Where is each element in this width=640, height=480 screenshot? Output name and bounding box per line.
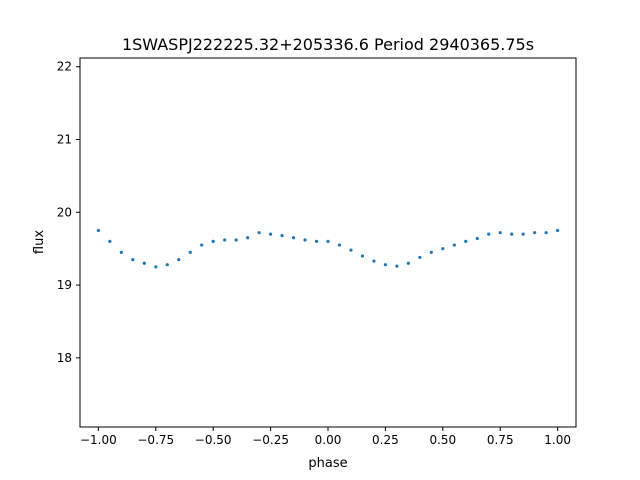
x-tick-label: 0.25 bbox=[372, 433, 399, 447]
data-point bbox=[165, 263, 169, 267]
data-point bbox=[533, 231, 537, 235]
data-point bbox=[119, 250, 123, 254]
data-point bbox=[314, 239, 319, 244]
data-points bbox=[96, 228, 560, 269]
data-point bbox=[280, 233, 284, 238]
data-point bbox=[395, 264, 399, 268]
y-tick-label: 19 bbox=[57, 278, 72, 292]
data-point bbox=[383, 263, 388, 267]
data-point bbox=[556, 228, 560, 233]
data-point bbox=[257, 231, 261, 235]
data-point bbox=[372, 259, 376, 263]
data-point bbox=[246, 236, 250, 240]
data-point bbox=[406, 261, 410, 265]
y-tick-label: 20 bbox=[57, 205, 72, 219]
x-tick-label: −1.00 bbox=[80, 433, 117, 447]
data-point bbox=[108, 239, 112, 244]
data-point bbox=[268, 232, 273, 236]
x-tick-label: −0.25 bbox=[252, 433, 289, 447]
data-point bbox=[441, 247, 445, 251]
x-tick-label: 0.00 bbox=[315, 433, 342, 447]
y-axis: 18 19 20 21 22 bbox=[57, 60, 80, 365]
chart-title: 1SWASPJ222225.32+205336.6 Period 2940365… bbox=[122, 35, 534, 54]
x-tick-label: 1.00 bbox=[544, 433, 571, 447]
data-point bbox=[326, 239, 330, 244]
data-point bbox=[464, 239, 468, 244]
data-point bbox=[188, 250, 192, 254]
x-tick-label: −0.75 bbox=[137, 433, 174, 447]
data-point bbox=[234, 238, 238, 242]
data-point bbox=[200, 243, 204, 247]
x-tick-label: −0.50 bbox=[195, 433, 232, 447]
data-point bbox=[510, 232, 514, 236]
data-point bbox=[303, 238, 307, 242]
y-tick-label: 21 bbox=[57, 133, 72, 147]
y-tick-label: 18 bbox=[57, 351, 72, 365]
data-point bbox=[349, 248, 353, 252]
y-axis-label: flux bbox=[32, 230, 47, 254]
data-point bbox=[96, 228, 100, 233]
data-point bbox=[452, 243, 456, 247]
data-point bbox=[177, 258, 181, 262]
data-point bbox=[154, 265, 158, 269]
data-point bbox=[131, 258, 135, 262]
data-point bbox=[211, 239, 215, 244]
data-point bbox=[142, 261, 146, 265]
data-point bbox=[418, 255, 422, 260]
y-tick-label: 22 bbox=[57, 60, 72, 74]
x-tick-label: 0.50 bbox=[429, 433, 456, 447]
x-axis: −1.00 −0.75 −0.50 −0.25 0.00 0.25 0.50 0.75 1.00 bbox=[80, 427, 571, 447]
data-point bbox=[360, 254, 365, 258]
data-point bbox=[475, 236, 479, 241]
data-point bbox=[544, 231, 548, 235]
x-tick-label: 0.75 bbox=[487, 433, 514, 447]
data-point bbox=[223, 238, 227, 242]
data-point bbox=[487, 232, 491, 236]
data-point bbox=[521, 232, 525, 236]
data-point bbox=[291, 236, 296, 240]
x-axis-label: phase bbox=[308, 456, 347, 471]
data-point bbox=[429, 250, 433, 254]
data-point bbox=[498, 231, 502, 235]
data-point bbox=[337, 243, 342, 247]
